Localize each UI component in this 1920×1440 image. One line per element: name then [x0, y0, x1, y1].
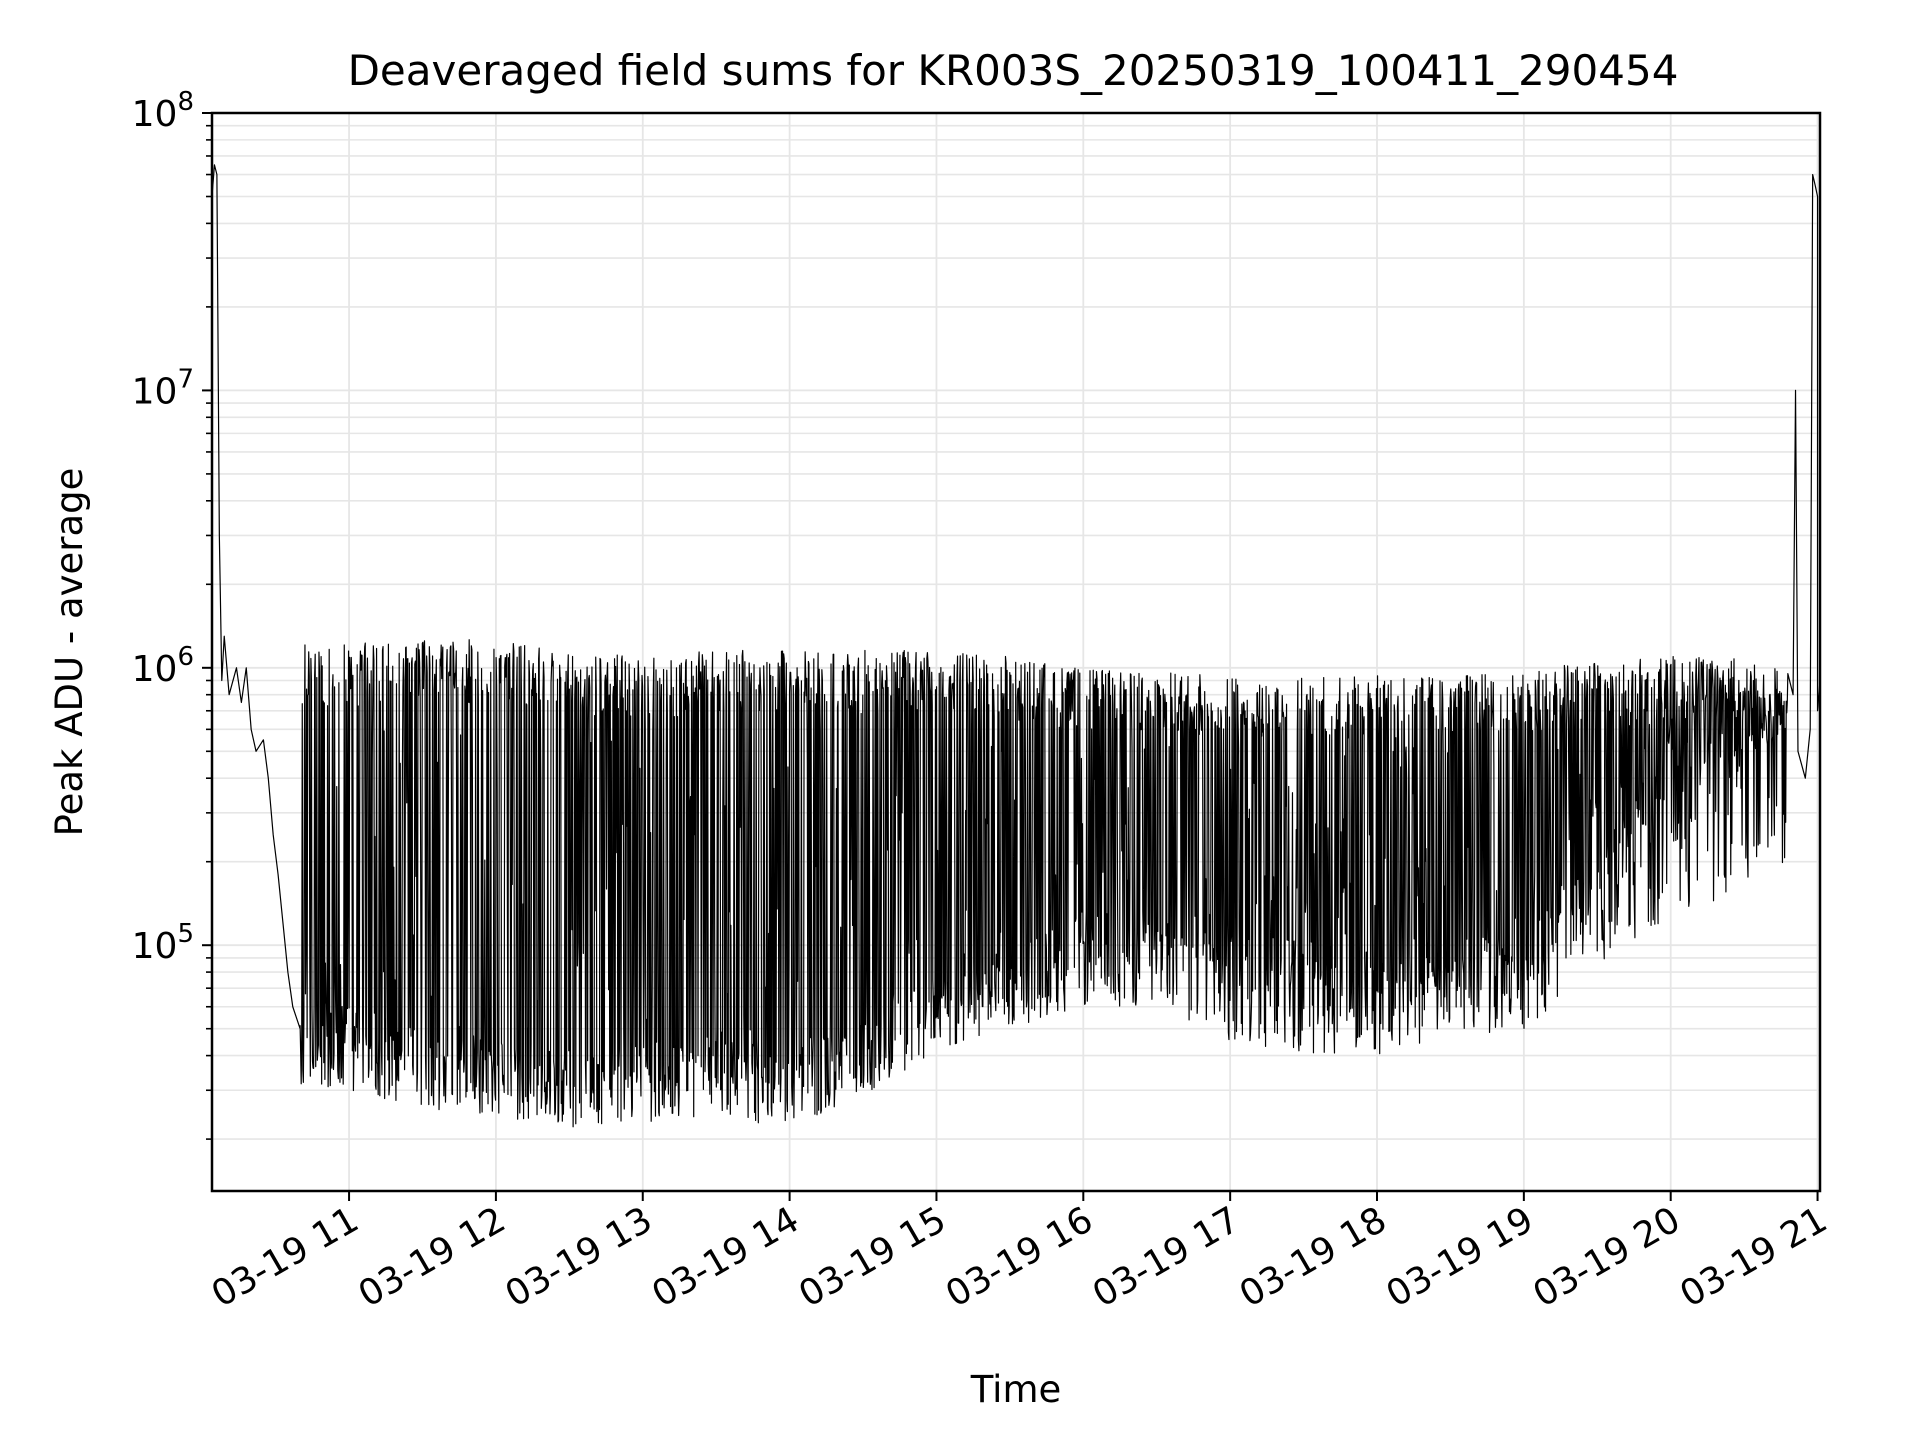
y-tick-label: 106 [132, 642, 194, 690]
y-axis: 105 106 107 108 [132, 87, 212, 1140]
x-axis-label: Time [970, 1368, 1062, 1411]
y-tick-label: 105 [132, 919, 194, 967]
chart-title: Deaveraged field sums for KR003S_2025031… [348, 46, 1679, 95]
y-axis-label: Peak ADU - average [48, 468, 91, 837]
data-series-line [211, 164, 1821, 1128]
y-tick-label: 107 [132, 364, 194, 412]
y-tick-label: 108 [132, 87, 194, 135]
plot-data [211, 164, 1821, 1128]
plot-frame [210, 111, 1822, 1193]
